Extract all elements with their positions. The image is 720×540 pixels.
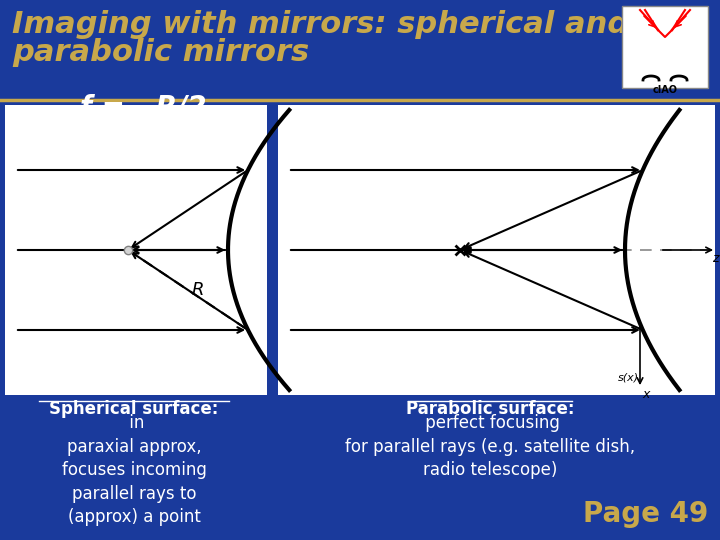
- Bar: [622, 6, 708, 88]
- Text: Spherical surface:: Spherical surface:: [49, 400, 219, 418]
- Text: f = - R/2: f = - R/2: [80, 93, 207, 121]
- Text: perfect focusing
for parallel rays (e.g. satellite dish,
radio telescope): perfect focusing for parallel rays (e.g.…: [345, 414, 635, 479]
- Bar: [5, 105, 267, 395]
- Text: Page 49: Page 49: [582, 500, 708, 528]
- Text: Parabolic surface:: Parabolic surface:: [406, 400, 575, 418]
- Text: in
paraxial approx,
focuses incoming
parallel rays to
(approx) a point: in paraxial approx, focuses incoming par…: [62, 414, 207, 526]
- Text: R: R: [192, 281, 204, 299]
- Text: x: x: [642, 388, 649, 401]
- Text: parabolic mirrors: parabolic mirrors: [12, 38, 309, 67]
- Bar: [278, 105, 715, 395]
- Text: z: z: [712, 252, 719, 265]
- Text: s(x): s(x): [618, 373, 639, 383]
- Text: Imaging with mirrors: spherical and: Imaging with mirrors: spherical and: [12, 10, 629, 39]
- Text: cIAO: cIAO: [652, 85, 678, 95]
